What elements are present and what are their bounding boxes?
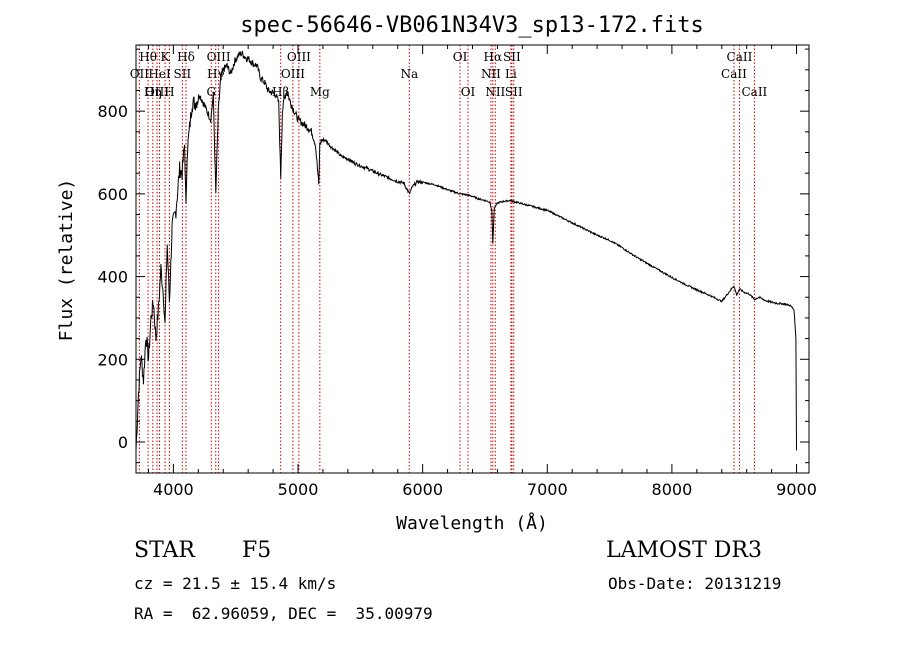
marker-label-0: Hθ [139,50,157,64]
coordinates: RA = 62.96059, DEC = 35.00979 [134,604,433,623]
x-axis-label: Wavelength (Å) [396,512,548,534]
marker-label-23: NII [485,85,505,99]
marker-label-5: Hη [144,85,162,99]
marker-label-4: HeI [148,67,171,81]
marker-label-1: OII [130,67,150,81]
y-tick-label-0: 0 [118,433,128,452]
marker-label-9: OIII [207,50,231,64]
marker-label-3: K [161,50,171,64]
x-tick-label-5: 9000 [776,480,817,499]
marker-label-27: CaII [741,85,767,99]
marker-label-7: SII [174,67,192,81]
y-tick-label-4: 800 [97,102,128,121]
marker-label-19: Hα [484,50,503,64]
marker-label-16: Na [400,67,418,81]
y-tick-label-1: 200 [97,350,128,369]
obs-date: Obs-Date: 20131219 [608,574,782,593]
marker-label-12: OIII [287,50,311,64]
survey-name: LAMOST DR3 [606,538,762,563]
marker-label-22: Li [505,67,517,81]
chart-title: spec-56646-VB061N34V3_sp13-172.fits [240,13,704,38]
y-axis-label: Flux (relative) [56,179,77,342]
marker-label-8: H [164,85,174,99]
x-tick-label-4: 8000 [652,480,693,499]
x-tick-label-2: 6000 [402,480,443,499]
y-tick-label-3: 600 [97,185,128,204]
marker-label-25: CaII [727,50,753,64]
marker-label-24: SII [505,85,523,99]
line-markers [138,45,755,473]
object-class: STAR [134,538,195,563]
marker-label-15: Mg [310,85,330,99]
marker-label-11: G [206,85,216,99]
plot-frame [135,44,810,474]
marker-label-21: NII [481,67,501,81]
marker-label-26: CaII [721,67,747,81]
spectrum-line [135,50,797,451]
y-tick-label-2: 400 [97,268,128,287]
marker-label-2: OIII [145,85,169,99]
x-tick-label-0: 4000 [153,480,194,499]
marker-label-20: SII [503,50,521,64]
redshift-text: cz = 21.5 ± 15.4 km/s [134,574,337,593]
axis-ticks: 4000 5000 6000 7000 8000 9000 0 200 400 600 800 [97,45,817,499]
marker-label-17: OI [453,50,468,64]
object-subclass: F5 [242,538,272,563]
x-tick-label-3: 7000 [527,480,568,499]
marker-label-13: OIII [281,67,305,81]
x-tick-label-1: 5000 [278,480,319,499]
marker-label-6: Hδ [177,50,195,64]
marker-label-18: OI [461,85,476,99]
